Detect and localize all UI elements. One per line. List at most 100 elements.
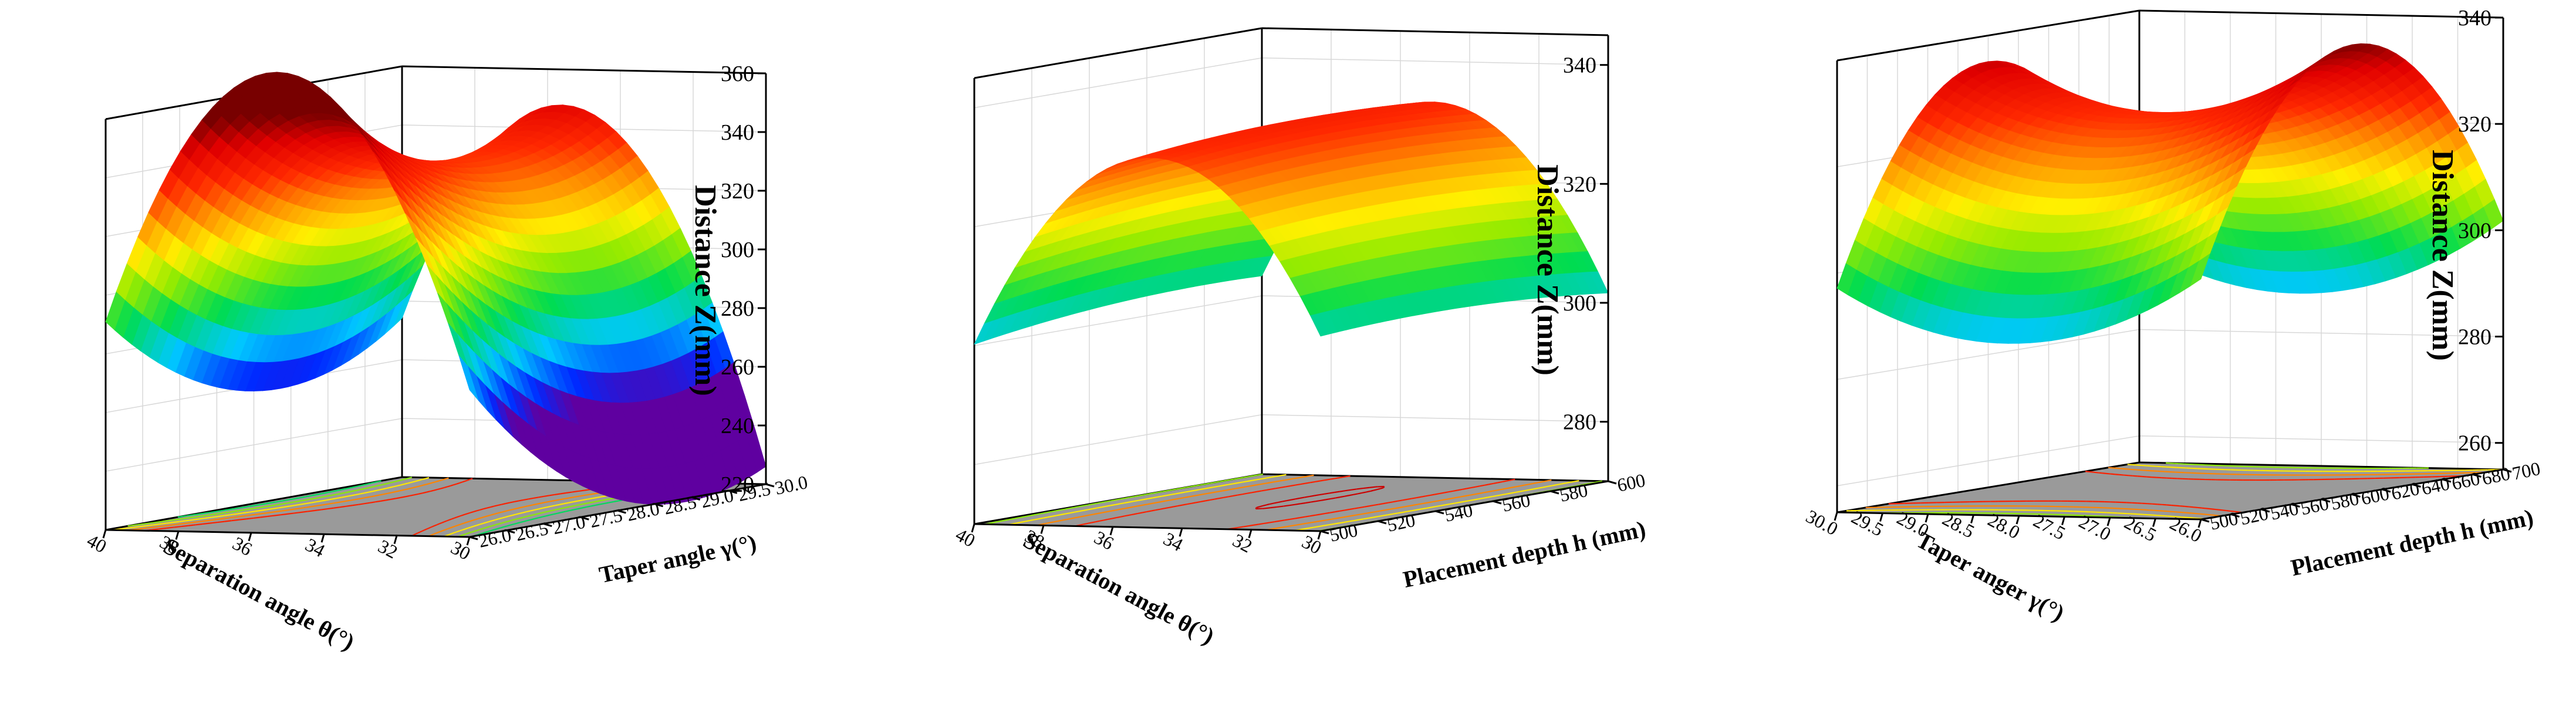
contour-line [188, 524, 194, 526]
contour-line [1479, 492, 1484, 494]
contour-line [358, 488, 363, 491]
contour-line [586, 505, 591, 508]
contour-line [337, 489, 342, 491]
contour-line [1365, 512, 1370, 514]
contour-line [336, 496, 342, 499]
contour-line [291, 498, 296, 500]
contour-line [2152, 514, 2158, 516]
contour-line [538, 507, 543, 510]
contour-line [2206, 508, 2211, 510]
contour-line [1373, 489, 1378, 491]
contour-line [1258, 522, 1264, 525]
contour-line [560, 492, 566, 495]
contour-line [1380, 509, 1385, 512]
contour-line [1325, 478, 1331, 481]
contour-line [1160, 508, 1165, 510]
contour-line [595, 504, 600, 506]
contour-line [1344, 495, 1349, 497]
y-tick [765, 483, 775, 488]
surface-plot-3: 260 280 300 320 340 26.0 26.5 27.0 27.5 28.0 28.5 2… [1726, 0, 2576, 723]
y-tick [728, 489, 738, 494]
contour-line [448, 533, 452, 536]
contour-line [1256, 506, 1260, 508]
x-tick [1040, 525, 1045, 534]
contour-line [578, 499, 583, 502]
contour-line [327, 507, 334, 510]
contour-line [137, 523, 145, 526]
contour-line [1534, 487, 1539, 490]
contour-line [1175, 492, 1181, 495]
contour-line [439, 479, 443, 482]
contour-line [464, 527, 468, 530]
contour-line [513, 522, 518, 525]
contour-line [437, 531, 441, 533]
contour-line [1155, 508, 1160, 511]
contour-line [1174, 498, 1180, 500]
contour-line [242, 509, 248, 511]
contour-line [1299, 516, 1305, 519]
contour-line [1200, 483, 1206, 486]
contour-line [1493, 482, 1498, 485]
contour-line [1295, 484, 1301, 486]
contour-line [1138, 499, 1143, 501]
contour-line [317, 496, 323, 499]
contour-line [1152, 496, 1157, 499]
contour-line [210, 518, 218, 521]
contour-line [1319, 493, 1325, 496]
contour-line [482, 522, 486, 525]
contour-line [157, 521, 164, 523]
contour-line [2193, 506, 2198, 509]
contour-line [1456, 496, 1461, 499]
contour-line [519, 506, 523, 509]
contour-line [1040, 523, 1045, 525]
contour-line [385, 487, 388, 489]
contour-line [451, 517, 455, 520]
contour-line [1441, 498, 1447, 501]
contour-line [2189, 506, 2193, 508]
contours [1846, 462, 2503, 520]
contour-line [522, 511, 527, 513]
contour-line [469, 519, 473, 522]
contour-line [462, 528, 465, 531]
contour-line [1319, 512, 1325, 515]
z-tick-label: 340 [721, 120, 754, 145]
contour-line [245, 514, 251, 516]
contour-line [489, 525, 493, 528]
contour-line [1274, 480, 1279, 483]
floor-plane [1837, 462, 2503, 519]
y-tick [691, 496, 701, 501]
contour-line [1248, 524, 1254, 527]
contour-line [1106, 505, 1111, 507]
contour-line [573, 508, 578, 511]
contour-line [483, 507, 487, 510]
contour-line [468, 531, 472, 534]
contour-line [1060, 508, 1065, 511]
contour-line [569, 509, 574, 512]
contour-line [1450, 502, 1456, 505]
x-tick [971, 523, 975, 533]
x-tick-label: 40 [952, 523, 978, 551]
contour-line [1538, 486, 1544, 489]
contour-line [332, 498, 337, 500]
contour-line [186, 514, 193, 517]
contour-line [585, 494, 590, 496]
contour-line [1484, 484, 1489, 486]
y-tick [580, 516, 589, 521]
contour-line [1345, 489, 1351, 492]
contour-line [1305, 501, 1311, 504]
contour-line [1124, 501, 1129, 504]
contour-line [1306, 522, 1312, 524]
contour-line [418, 479, 423, 481]
contour-line [1483, 496, 1488, 499]
contour-line [582, 506, 587, 509]
contour-line [415, 479, 420, 482]
contour-line [545, 510, 549, 513]
contour-line [321, 499, 327, 502]
contour-line [483, 526, 487, 529]
contour-line [498, 522, 502, 525]
y-tick [1378, 520, 1387, 525]
contour-line [397, 484, 401, 486]
contour-line [1258, 473, 1264, 476]
contour-line [1083, 514, 1089, 517]
